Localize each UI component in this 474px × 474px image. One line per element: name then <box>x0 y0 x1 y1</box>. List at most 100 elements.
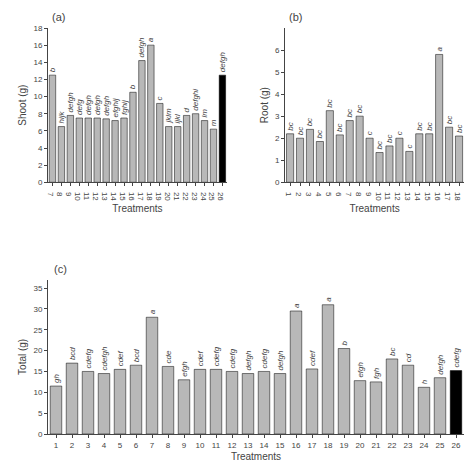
svg-text:13: 13 <box>100 192 109 201</box>
svg-text:18: 18 <box>453 192 462 201</box>
svg-text:12: 12 <box>33 75 42 84</box>
svg-text:6: 6 <box>134 441 139 450</box>
svg-text:21: 21 <box>372 441 381 450</box>
svg-text:0: 0 <box>275 178 280 187</box>
svg-text:30: 30 <box>33 305 42 314</box>
svg-text:16: 16 <box>292 441 301 450</box>
svg-text:9: 9 <box>64 192 73 197</box>
svg-text:cdefg: cdefg <box>260 348 269 368</box>
svg-text:Treatments: Treatments <box>349 203 399 214</box>
svg-text:17: 17 <box>136 192 145 201</box>
svg-text:15: 15 <box>276 441 285 450</box>
svg-text:c: c <box>405 144 414 148</box>
svg-text:18: 18 <box>33 24 42 33</box>
svg-text:13: 13 <box>403 192 412 201</box>
svg-text:5: 5 <box>118 441 123 450</box>
svg-text:7: 7 <box>150 441 155 450</box>
svg-text:22: 22 <box>388 441 397 450</box>
svg-text:ijkl: ijkl <box>173 114 182 124</box>
svg-text:11: 11 <box>212 441 221 450</box>
svg-text:25: 25 <box>33 326 42 335</box>
svg-text:b: b <box>340 341 349 346</box>
svg-text:cdefg: cdefg <box>84 348 93 368</box>
svg-text:h: h <box>420 379 429 384</box>
svg-text:bcd: bcd <box>132 349 141 362</box>
svg-text:26: 26 <box>216 192 225 201</box>
svg-text:bc: bc <box>286 122 295 130</box>
svg-text:5: 5 <box>38 409 43 418</box>
svg-text:bc: bc <box>425 122 434 130</box>
svg-text:6: 6 <box>275 46 280 55</box>
svg-text:c: c <box>365 131 374 135</box>
svg-text:hijk: hijk <box>57 111 66 124</box>
svg-text:fgh: fgh <box>372 367 381 379</box>
svg-text:cdef: cdef <box>308 350 317 366</box>
svg-text:1: 1 <box>284 192 293 197</box>
svg-text:1: 1 <box>54 441 59 450</box>
svg-text:Total (g): Total (g) <box>17 339 28 375</box>
svg-text:10: 10 <box>73 192 82 201</box>
svg-text:3: 3 <box>275 112 280 121</box>
svg-text:Treatments: Treatments <box>231 451 281 462</box>
svg-text:(b): (b) <box>289 11 302 23</box>
svg-text:c: c <box>155 96 164 100</box>
svg-text:4: 4 <box>102 441 107 450</box>
svg-text:2: 2 <box>38 161 43 170</box>
svg-text:b: b <box>48 67 57 72</box>
svg-text:35: 35 <box>33 284 42 293</box>
svg-text:cdefg: cdefg <box>228 348 237 368</box>
svg-text:2: 2 <box>70 441 75 450</box>
svg-text:0: 0 <box>38 430 43 439</box>
svg-text:4: 4 <box>38 144 43 153</box>
svg-text:bc: bc <box>345 109 354 117</box>
svg-text:18: 18 <box>145 192 154 201</box>
svg-text:b: b <box>128 84 137 89</box>
svg-text:defgh: defgh <box>276 350 285 371</box>
svg-text:19: 19 <box>154 192 163 201</box>
svg-text:24: 24 <box>199 192 208 201</box>
svg-text:2: 2 <box>294 192 303 197</box>
svg-text:bc: bc <box>388 347 397 355</box>
svg-text:8: 8 <box>354 192 363 197</box>
svg-text:bcd: bcd <box>68 347 77 360</box>
svg-text:6: 6 <box>334 192 343 197</box>
svg-text:17: 17 <box>308 441 317 450</box>
svg-text:defgh: defgh <box>93 94 102 115</box>
svg-text:11: 11 <box>383 192 392 201</box>
svg-text:4: 4 <box>314 192 323 197</box>
svg-text:7: 7 <box>344 192 353 197</box>
svg-text:2: 2 <box>275 134 280 143</box>
svg-text:cde: cde <box>164 350 173 363</box>
svg-text:defgh: defgh <box>218 52 227 73</box>
svg-text:lm: lm <box>200 109 209 118</box>
svg-text:9: 9 <box>364 192 373 197</box>
svg-text:16: 16 <box>127 192 136 201</box>
svg-text:defgh: defgh <box>244 350 253 371</box>
svg-text:14: 14 <box>33 58 42 67</box>
svg-text:Treatments: Treatments <box>112 203 162 214</box>
svg-text:8: 8 <box>38 110 43 119</box>
svg-text:12: 12 <box>228 441 237 450</box>
svg-text:16: 16 <box>433 192 442 201</box>
svg-text:bc: bc <box>355 105 364 113</box>
svg-text:cdef: cdef <box>196 350 205 366</box>
svg-text:bc: bc <box>335 123 344 131</box>
svg-text:25: 25 <box>436 441 445 450</box>
svg-text:13: 13 <box>244 441 253 450</box>
svg-text:3: 3 <box>304 192 313 197</box>
svg-text:bc: bc <box>325 99 334 107</box>
svg-text:10: 10 <box>33 92 42 101</box>
svg-text:8: 8 <box>166 441 171 450</box>
svg-text:23: 23 <box>404 441 413 450</box>
svg-text:20: 20 <box>356 441 365 450</box>
svg-text:6: 6 <box>38 127 43 136</box>
svg-text:jklm: jklm <box>164 108 173 124</box>
svg-text:26: 26 <box>452 441 461 450</box>
svg-text:(a): (a) <box>52 11 65 23</box>
svg-text:c: c <box>395 131 404 135</box>
svg-text:bc: bc <box>296 127 305 135</box>
svg-text:defg: defg <box>75 99 84 115</box>
svg-text:Shoot (g): Shoot (g) <box>17 85 28 126</box>
svg-text:a: a <box>324 297 333 302</box>
svg-text:14: 14 <box>260 441 269 450</box>
